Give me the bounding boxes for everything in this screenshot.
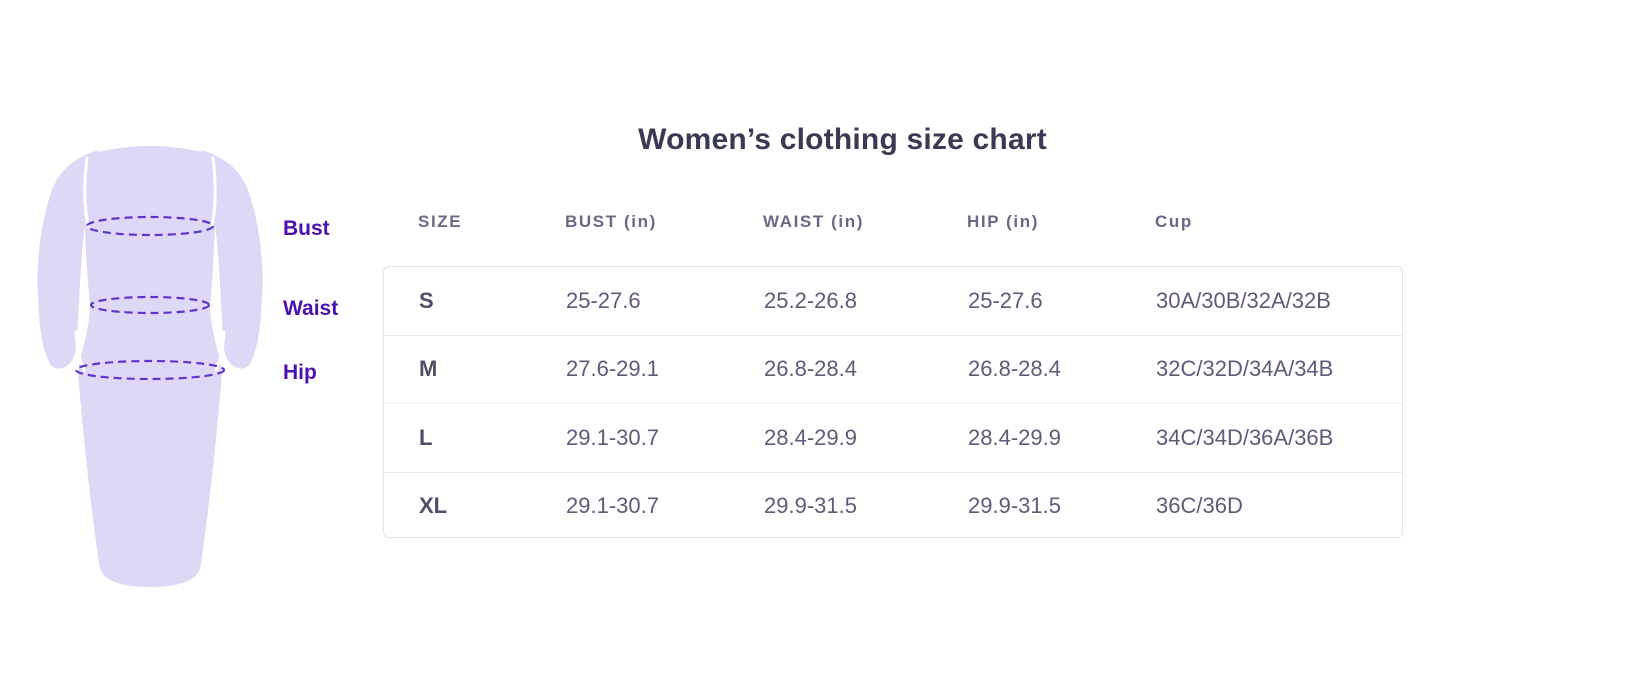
dress-right-sleeve xyxy=(201,150,263,369)
waist-value: 29.9-31.5 xyxy=(764,493,857,519)
size-value: S xyxy=(419,287,434,313)
table-row-l: L 29.1-30.7 28.4-29.9 28.4-29.9 34C/34D/… xyxy=(384,404,1402,473)
waist-label: Waist xyxy=(283,297,339,320)
table-row-m: M 27.6-29.1 26.8-28.4 26.8-28.4 32C/32D/… xyxy=(384,336,1402,404)
column-header-bust: BUST (in) xyxy=(565,212,657,231)
bust-measurement-ellipse xyxy=(85,215,215,237)
column-header-cup: Cup xyxy=(1155,212,1193,231)
bust-value: 29.1-30.7 xyxy=(566,424,659,450)
size-table: S 25-27.6 25.2-26.8 25-27.6 30A/30B/32A/… xyxy=(383,266,1403,538)
bust-value: 27.6-29.1 xyxy=(566,356,659,382)
cup-value: 30A/30B/32A/32B xyxy=(1156,287,1331,313)
cup-value: 36C/36D xyxy=(1156,493,1243,519)
hip-value: 28.4-29.9 xyxy=(968,424,1061,450)
hip-measurement-ellipse xyxy=(74,359,226,381)
size-value: M xyxy=(419,356,438,382)
left-seam-line xyxy=(83,156,90,228)
hip-value: 26.8-28.4 xyxy=(968,356,1061,382)
waist-value: 26.8-28.4 xyxy=(764,356,857,382)
right-lower-seam-line xyxy=(214,330,226,372)
right-seam-line xyxy=(210,156,217,228)
column-header-waist: WAIST (in) xyxy=(763,212,864,231)
bust-value: 29.1-30.7 xyxy=(566,493,659,519)
hip-value: 25-27.6 xyxy=(968,287,1043,313)
cup-value: 32C/32D/34A/34B xyxy=(1156,356,1334,382)
hip-label: Hip xyxy=(283,361,317,384)
cup-value: 34C/34D/36A/36B xyxy=(1156,424,1334,450)
left-lower-seam-line xyxy=(74,330,86,372)
page-title: Women’s clothing size chart xyxy=(638,123,1047,156)
table-row-xl: XL 29.1-30.7 29.9-31.5 29.9-31.5 36C/36D xyxy=(384,473,1402,541)
waist-value: 25.2-26.8 xyxy=(764,287,857,313)
column-header-hip: HIP (in) xyxy=(967,212,1039,231)
bust-value: 25-27.6 xyxy=(566,287,641,313)
table-row-s: S 25-27.6 25.2-26.8 25-27.6 30A/30B/32A/… xyxy=(384,267,1402,336)
dress-body xyxy=(78,146,222,587)
hip-value: 29.9-31.5 xyxy=(968,493,1061,519)
size-value: L xyxy=(419,424,433,450)
waist-value: 28.4-29.9 xyxy=(764,424,857,450)
waist-measurement-ellipse xyxy=(89,295,211,315)
column-header-size: SIZE xyxy=(418,212,463,231)
dress-silhouette-icon xyxy=(37,146,263,587)
dress-illustration xyxy=(33,136,267,598)
size-table-header: SIZE BUST (in) WAIST (in) HIP (in) Cup xyxy=(383,204,1403,240)
size-value: XL xyxy=(419,493,448,519)
dress-left-sleeve xyxy=(37,150,99,369)
bust-label: Bust xyxy=(283,217,330,240)
